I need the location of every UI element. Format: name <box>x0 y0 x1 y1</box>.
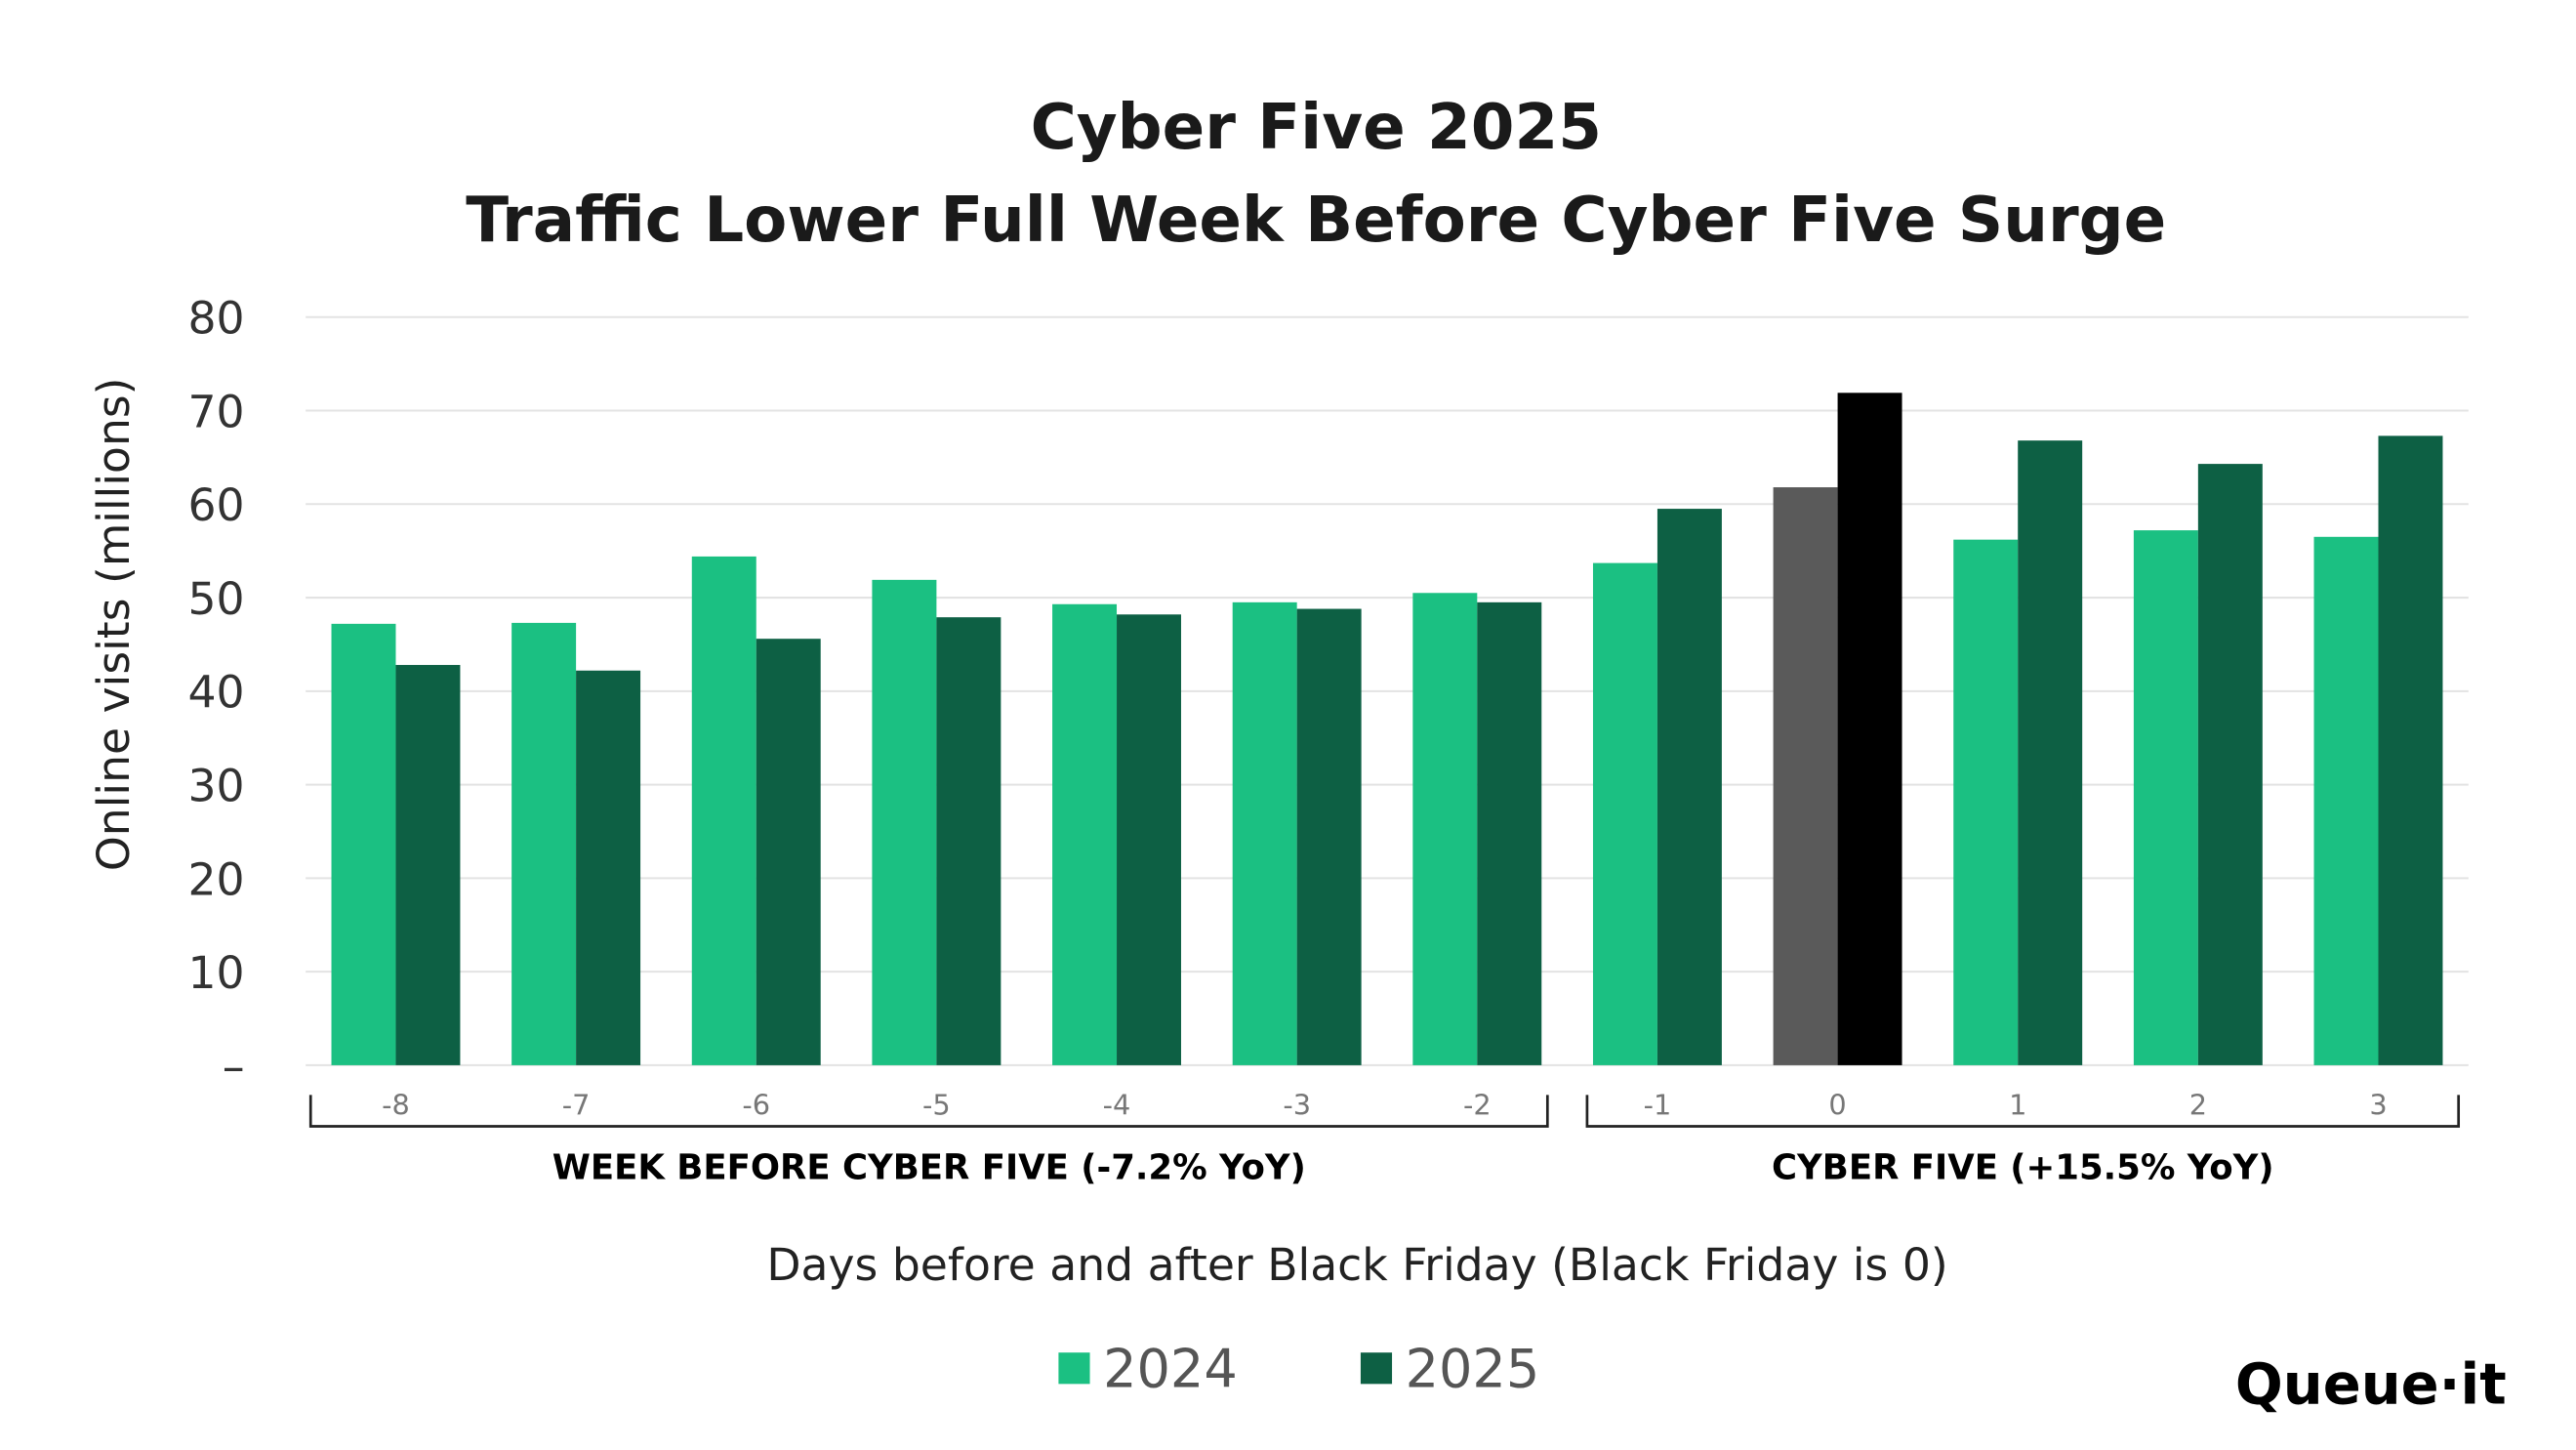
legend-swatch-2025 <box>1360 1352 1393 1385</box>
y-tick-label: 80 <box>187 293 244 345</box>
group-bracket <box>1585 1095 2461 1128</box>
y-tick-label: – <box>223 1041 245 1093</box>
bar-2024-day--1 <box>1592 562 1657 1065</box>
x-tick-label: 3 <box>2369 1089 2387 1122</box>
x-tick-label: -3 <box>1283 1089 1311 1122</box>
chart-title: Cyber Five 2025 <box>1031 91 1602 164</box>
group-label: CYBER FIVE (+15.5% YoY) <box>1772 1148 2274 1188</box>
y-tick-label: 60 <box>187 479 244 531</box>
x-tick-label: 0 <box>1828 1089 1846 1122</box>
y-tick-label: 20 <box>187 853 244 905</box>
x-tick-label: -8 <box>382 1089 410 1122</box>
y-axis-ticks: – 10 20 30 40 50 60 70 80 <box>187 293 244 1093</box>
bar-2024-day--2 <box>1412 593 1478 1065</box>
x-axis-ticks: -8 -7 -6 -5 -4 -3 -2 -1 0 1 2 3 <box>382 1089 2388 1122</box>
y-tick-label: 10 <box>187 947 244 999</box>
bar-2024-day--7 <box>511 622 577 1065</box>
x-tick-label: -2 <box>1463 1089 1492 1122</box>
bar-2024-day--8 <box>331 623 396 1065</box>
bar-2025-day-0 <box>1837 393 1902 1065</box>
category-group-brackets: WEEK BEFORE CYBER FIVE (-7.2% YoY) CYBER … <box>308 1095 2461 1188</box>
bar-2024-day--5 <box>872 579 937 1065</box>
bar-2025-day--6 <box>756 639 821 1065</box>
legend-label-2025: 2025 <box>1406 1339 1540 1400</box>
bar-2025-day--8 <box>395 665 461 1065</box>
x-tick-label: 2 <box>2189 1089 2207 1122</box>
bar-2025-day--1 <box>1656 509 1722 1065</box>
legend: 2024 2025 <box>1058 1339 1539 1400</box>
bar-2024-day--6 <box>691 556 756 1065</box>
bar-2025-day-2 <box>2197 464 2263 1065</box>
bar-2025-day-1 <box>2018 440 2083 1065</box>
chart-subtitle: Traffic Lower Full Week Before Cyber Fiv… <box>466 184 2166 257</box>
x-tick-label: 1 <box>2009 1089 2026 1122</box>
bar-2024-day-2 <box>2133 530 2198 1065</box>
gridlines <box>306 315 2469 1066</box>
bars <box>331 393 2443 1065</box>
bar-2024-day--4 <box>1052 603 1118 1065</box>
y-tick-label: 70 <box>187 386 244 437</box>
x-axis-title: Days before and after Black Friday (Blac… <box>766 1239 1947 1291</box>
group-label: WEEK BEFORE CYBER FIVE (-7.2% YoY) <box>552 1148 1306 1188</box>
bar-2025-day--2 <box>1477 601 1542 1065</box>
y-axis-title: Online visits (millions) <box>88 377 140 871</box>
bar-2025-day--7 <box>576 670 641 1065</box>
x-tick-label: -6 <box>742 1089 770 1122</box>
bar-2024-day-0 <box>1773 487 1838 1065</box>
bar-2024-day--3 <box>1232 601 1297 1065</box>
x-tick-label: -1 <box>1644 1089 1672 1122</box>
bar-2024-day-3 <box>2313 536 2379 1065</box>
bar-2025-day--3 <box>1296 608 1362 1065</box>
y-tick-label: 50 <box>187 573 244 625</box>
legend-swatch-2024 <box>1058 1352 1090 1385</box>
y-tick-label: 40 <box>187 667 244 719</box>
bar-2025-day-3 <box>2378 435 2443 1065</box>
bar-2025-day--4 <box>1117 614 1181 1065</box>
x-tick-label: -4 <box>1103 1089 1131 1122</box>
x-tick-label: -7 <box>562 1089 591 1122</box>
x-tick-label: -5 <box>922 1089 951 1122</box>
bar-2025-day--5 <box>936 617 1002 1065</box>
queue-it-logo: Queue·it <box>2235 1352 2507 1418</box>
bar-2024-day-1 <box>1953 539 2019 1065</box>
y-tick-label: 30 <box>187 761 244 812</box>
legend-label-2024: 2024 <box>1103 1339 1238 1400</box>
group-bracket <box>308 1095 1549 1128</box>
